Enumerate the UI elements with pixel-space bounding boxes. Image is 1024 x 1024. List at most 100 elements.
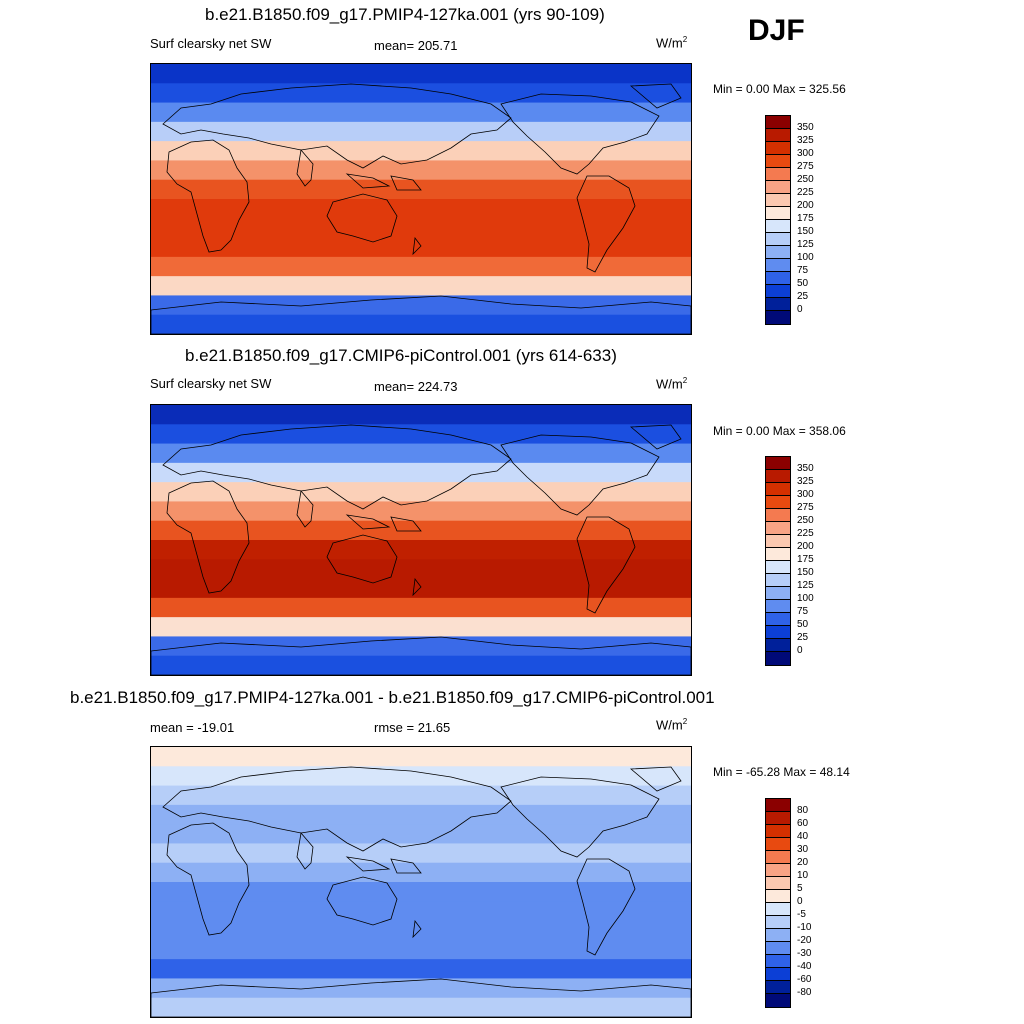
coastline — [629, 424, 682, 450]
colorbar-tick-label: 20 — [797, 857, 809, 868]
coastline — [345, 173, 391, 189]
coastline — [500, 93, 660, 175]
colorbar-swatch — [766, 600, 790, 613]
map-latitude-band — [151, 83, 691, 104]
colorbar-swatch — [766, 522, 790, 535]
colorbar-tick-label: 200 — [797, 541, 814, 552]
map-latitude-band — [151, 597, 691, 618]
map-latitude-band — [151, 882, 691, 902]
colorbar-swatch — [766, 168, 790, 181]
coastline — [390, 175, 422, 191]
map-latitude-band — [151, 218, 691, 239]
colorbar-tick-label: -5 — [797, 909, 806, 920]
colorbar-swatch — [766, 259, 790, 272]
colorbar-swatch — [766, 994, 790, 1007]
map-latitude-band — [151, 617, 691, 638]
coastline — [345, 856, 391, 872]
map-latitude-band — [151, 501, 691, 522]
colorbar-swatch — [766, 233, 790, 246]
coastline — [576, 858, 636, 956]
colorbar-tick-label: 175 — [797, 213, 814, 224]
coastline — [412, 236, 422, 256]
colorbar-swatch — [766, 116, 790, 129]
colorbar-tick-label: 225 — [797, 187, 814, 198]
colorbar-swatch — [766, 311, 790, 324]
colorbar-tick-label: 0 — [797, 645, 803, 656]
coastline — [412, 919, 422, 939]
colorbar-tick-label: 275 — [797, 161, 814, 172]
coastline — [576, 516, 636, 614]
map-latitude-band — [151, 997, 691, 1017]
coastline — [166, 822, 250, 936]
colorbar-tick-label: -10 — [797, 922, 812, 933]
panel-3-rmse-label: rmse = 21.65 — [374, 720, 451, 735]
map-latitude-band — [151, 295, 691, 316]
colorbar-tick-label: 325 — [797, 135, 814, 146]
coastline — [500, 434, 660, 516]
colorbar-swatch — [766, 587, 790, 600]
panel-3-minmax: Min = -65.28 Max = 48.14 — [713, 765, 850, 779]
coastline — [166, 139, 250, 253]
panel-2-colorbar — [765, 456, 791, 666]
colorbar-tick-label: 125 — [797, 580, 814, 591]
colorbar-tick-label: 80 — [797, 805, 809, 816]
colorbar-swatch — [766, 851, 790, 864]
coastline — [576, 175, 636, 273]
colorbar-tick-label: 0 — [797, 896, 803, 907]
colorbar-tick-label: 250 — [797, 515, 814, 526]
map-latitude-band — [151, 199, 691, 219]
colorbar-tick-label: 300 — [797, 489, 814, 500]
panel-3-unit-label: W/m2 — [656, 717, 688, 733]
colorbar-tick-label: 100 — [797, 252, 814, 263]
map-latitude-band — [151, 462, 691, 483]
colorbar-swatch — [766, 981, 790, 994]
colorbar-tick-label: 200 — [797, 200, 814, 211]
map-latitude-band — [151, 405, 691, 425]
colorbar-tick-label: -20 — [797, 935, 812, 946]
colorbar-swatch — [766, 825, 790, 838]
map-latitude-band — [151, 443, 691, 464]
colorbar-tick-label: 50 — [797, 619, 809, 630]
colorbar-tick-label: 5 — [797, 883, 803, 894]
coastline — [162, 766, 512, 852]
coastline — [162, 83, 512, 169]
colorbar-tick-label: -40 — [797, 961, 812, 972]
map-latitude-band — [151, 655, 691, 675]
colorbar-swatch — [766, 561, 790, 574]
map-latitude-band — [151, 804, 691, 825]
map-latitude-band — [151, 747, 691, 767]
coastline — [326, 876, 398, 926]
map-latitude-band — [151, 785, 691, 806]
colorbar-swatch — [766, 129, 790, 142]
colorbar-tick-label: -80 — [797, 987, 812, 998]
map-latitude-band — [151, 160, 691, 181]
coastline — [412, 577, 422, 597]
colorbar-swatch — [766, 838, 790, 851]
colorbar-tick-label: 300 — [797, 148, 814, 159]
panel-3-mean-label: mean = -19.01 — [150, 720, 235, 735]
colorbar-swatch — [766, 220, 790, 233]
colorbar-tick-label: 40 — [797, 831, 809, 842]
panel-3-colorbar — [765, 798, 791, 1008]
map-latitude-band — [151, 901, 691, 922]
colorbar-tick-label: 150 — [797, 567, 814, 578]
colorbar-swatch — [766, 272, 790, 285]
coastline — [151, 295, 691, 334]
colorbar-tick-label: 25 — [797, 291, 809, 302]
colorbar-swatch — [766, 639, 790, 652]
colorbar-tick-label: 125 — [797, 239, 814, 250]
colorbar-swatch — [766, 955, 790, 968]
colorbar-tick-label: 25 — [797, 632, 809, 643]
map-latitude-band — [151, 978, 691, 999]
panel-1-variable-label: Surf clearsky net SW — [150, 36, 272, 51]
colorbar-swatch — [766, 574, 790, 587]
colorbar-swatch — [766, 626, 790, 639]
coastline — [296, 490, 314, 528]
map-latitude-band — [151, 824, 691, 845]
colorbar-tick-label: -60 — [797, 974, 812, 985]
coastline — [326, 193, 398, 243]
colorbar-tick-label: 150 — [797, 226, 814, 237]
map-latitude-band — [151, 939, 691, 960]
colorbar-tick-label: 75 — [797, 265, 809, 276]
colorbar-tick-label: 275 — [797, 502, 814, 513]
